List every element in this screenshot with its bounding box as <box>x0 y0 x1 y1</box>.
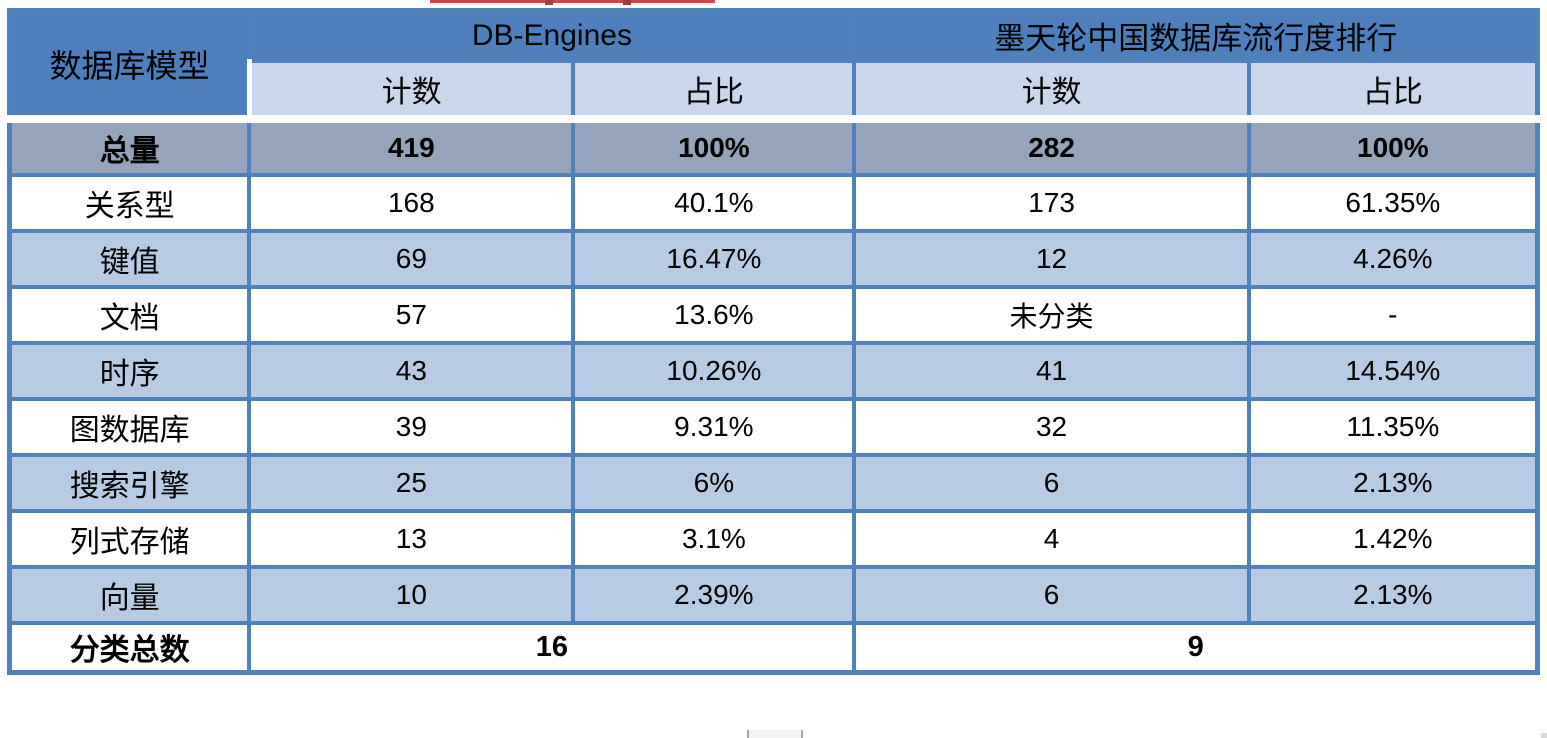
red-tick-artifact <box>545 0 553 5</box>
cell-value: 14.54% <box>1246 340 1540 401</box>
row-label: 分类总数 <box>7 620 252 675</box>
group-header-db-engines: DB-Engines <box>247 8 857 63</box>
cell-value: 6% <box>571 452 857 513</box>
table-row-time-series: 时序 43 10.26% 41 14.54% <box>7 340 1540 401</box>
cell-value: 168 <box>247 172 576 233</box>
cell-value: 2.13% <box>1246 564 1540 625</box>
table-row-document: 文档 57 13.6% 未分类 - <box>7 284 1540 345</box>
subheader-db-count: 计数 <box>246 58 576 121</box>
row-label: 文档 <box>7 284 252 345</box>
cell-value: 16.47% <box>571 228 857 289</box>
group-header-motianlun: 墨天轮中国数据库流行度排行 <box>852 8 1540 63</box>
row-label: 键值 <box>7 228 252 289</box>
table-row-vector: 向量 10 2.39% 6 2.13% <box>7 564 1540 625</box>
cell-value: 13.6% <box>571 284 857 345</box>
cell-value: 173 <box>852 172 1251 233</box>
cell-value: 1.42% <box>1246 508 1540 569</box>
cell-value: - <box>1246 284 1540 345</box>
cell-value: 11.35% <box>1246 396 1540 457</box>
cell-value: 9 <box>852 620 1540 675</box>
cell-value: 13 <box>247 508 576 569</box>
cell-value: 61.35% <box>1246 172 1540 233</box>
corner-header-database-model: 数据库模型 <box>7 8 252 121</box>
cell-value: 69 <box>247 228 576 289</box>
cell-value: 6 <box>852 452 1251 513</box>
cell-value: 57 <box>247 284 576 345</box>
cell-value: 43 <box>247 340 576 401</box>
table-row-key-value: 键值 69 16.47% 12 4.26% <box>7 228 1540 289</box>
cell-value: 10.26% <box>571 340 857 401</box>
database-model-comparison-table: 数据库模型 DB-Engines 墨天轮中国数据库流行度排行 计数 占比 计数 … <box>7 8 1540 675</box>
row-label: 向量 <box>7 564 252 625</box>
subheader-mtl-share: 占比 <box>1246 58 1540 121</box>
cell-value: 100% <box>1246 114 1540 177</box>
cell-value: 未分类 <box>852 284 1251 345</box>
row-label: 列式存储 <box>7 508 252 569</box>
cell-value: 4 <box>852 508 1251 569</box>
cell-value: 16 <box>247 620 857 675</box>
row-label: 总量 <box>7 114 252 177</box>
table-row-graph: 图数据库 39 9.31% 32 11.35% <box>7 396 1540 457</box>
table-row-category-total: 分类总数 16 9 <box>7 620 1540 675</box>
table-row-total: 总量 419 100% 282 100% <box>7 114 1540 177</box>
cell-value: 41 <box>852 340 1251 401</box>
cell-value: 40.1% <box>571 172 857 233</box>
cell-value: 2.39% <box>571 564 857 625</box>
row-label: 关系型 <box>7 172 252 233</box>
cell-value: 6 <box>852 564 1251 625</box>
cell-value: 4.26% <box>1246 228 1540 289</box>
row-label: 图数据库 <box>7 396 252 457</box>
subheader-db-share: 占比 <box>571 58 857 121</box>
cell-value: 419 <box>247 114 576 177</box>
cell-value: 25 <box>247 452 576 513</box>
corner-fragment <box>1541 733 1547 738</box>
subheader-mtl-count: 计数 <box>852 58 1251 121</box>
table-row-search-engine: 搜索引擎 25 6% 6 2.13% <box>7 452 1540 513</box>
scrollbar-fragment <box>747 730 803 738</box>
cell-value: 32 <box>852 396 1251 457</box>
cell-value: 100% <box>571 114 857 177</box>
cell-value: 10 <box>247 564 576 625</box>
cell-value: 12 <box>852 228 1251 289</box>
red-tick-artifact <box>623 0 631 5</box>
row-label: 搜索引擎 <box>7 452 252 513</box>
table-row-columnar: 列式存储 13 3.1% 4 1.42% <box>7 508 1540 569</box>
cell-value: 39 <box>247 396 576 457</box>
red-underline-artifact <box>430 0 715 3</box>
table-row-relational: 关系型 168 40.1% 173 61.35% <box>7 172 1540 233</box>
row-label: 时序 <box>7 340 252 401</box>
cell-value: 2.13% <box>1246 452 1540 513</box>
cell-value: 282 <box>852 114 1251 177</box>
cell-value: 9.31% <box>571 396 857 457</box>
cell-value: 3.1% <box>571 508 857 569</box>
